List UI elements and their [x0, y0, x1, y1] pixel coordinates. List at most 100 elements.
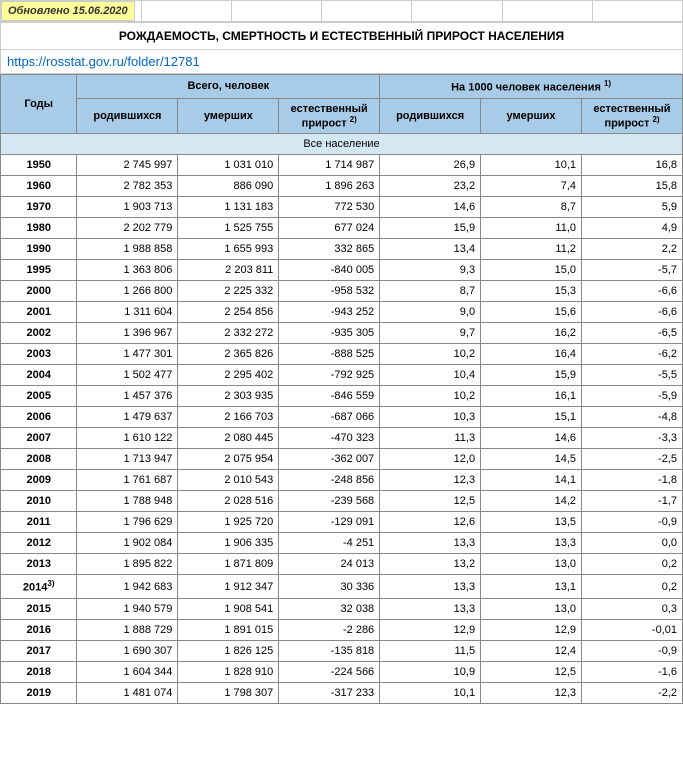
cell-b1000: 11,3 — [380, 428, 481, 449]
cell-i1000: -6,2 — [582, 344, 683, 365]
cell-b1000: 10,2 — [380, 344, 481, 365]
cell-b1000: 8,7 — [380, 281, 481, 302]
cell-i1000: -5,9 — [582, 386, 683, 407]
cell-i1000: 0,2 — [582, 575, 683, 599]
cell-born: 1 610 122 — [77, 428, 178, 449]
cell-born: 1 690 307 — [77, 640, 178, 661]
col-inc: естественный прирост 2) — [279, 98, 380, 134]
cell-born: 1 266 800 — [77, 281, 178, 302]
cell-b1000: 10,2 — [380, 386, 481, 407]
table-row: 20171 690 3071 826 125-135 81811,512,4-0… — [1, 640, 683, 661]
cell-died: 2 166 703 — [178, 407, 279, 428]
cell-b1000: 10,1 — [380, 682, 481, 703]
cell-died: 1 655 993 — [178, 239, 279, 260]
cell-d1000: 15,3 — [481, 281, 582, 302]
cell-died: 1 912 347 — [178, 575, 279, 599]
cell-inc: -248 856 — [279, 470, 380, 491]
cell-d1000: 15,9 — [481, 365, 582, 386]
cell-year: 2015 — [1, 598, 77, 619]
cell-i1000: -1,8 — [582, 470, 683, 491]
cell-died: 2 010 543 — [178, 470, 279, 491]
cell-year: 2011 — [1, 512, 77, 533]
cell-year: 2008 — [1, 449, 77, 470]
cell-born: 1 903 713 — [77, 197, 178, 218]
cell-d1000: 15,1 — [481, 407, 582, 428]
cell-born: 1 604 344 — [77, 661, 178, 682]
top-meta-grid: Обновлено 15.06.2020 — [0, 0, 683, 22]
cell-inc: 677 024 — [279, 218, 380, 239]
cell-i1000: -3,3 — [582, 428, 683, 449]
cell-died: 1 906 335 — [178, 533, 279, 554]
cell-inc: 1 896 263 — [279, 176, 380, 197]
cell-b1000: 9,3 — [380, 260, 481, 281]
cell-died: 2 332 272 — [178, 323, 279, 344]
cell-d1000: 14,2 — [481, 491, 582, 512]
cell-b1000: 13,4 — [380, 239, 481, 260]
cell-died: 2 080 445 — [178, 428, 279, 449]
cell-inc: -129 091 — [279, 512, 380, 533]
cell-died: 886 090 — [178, 176, 279, 197]
table-row: 20061 479 6372 166 703-687 06610,315,1-4… — [1, 407, 683, 428]
cell-d1000: 7,4 — [481, 176, 582, 197]
table-row: 20001 266 8002 225 332-958 5328,715,3-6,… — [1, 281, 683, 302]
cell-d1000: 16,2 — [481, 323, 582, 344]
table-row: 20181 604 3441 828 910-224 56610,912,5-1… — [1, 661, 683, 682]
cell-b1000: 12,9 — [380, 619, 481, 640]
cell-born: 2 782 353 — [77, 176, 178, 197]
cell-year: 2001 — [1, 302, 77, 323]
cell-d1000: 11,2 — [481, 239, 582, 260]
table-row: 19901 988 8581 655 993332 86513,411,22,2 — [1, 239, 683, 260]
cell-b1000: 12,6 — [380, 512, 481, 533]
cell-born: 1 311 604 — [77, 302, 178, 323]
table-row: 20191 481 0741 798 307-317 23310,112,3-2… — [1, 682, 683, 703]
table-row: 20131 895 8221 871 80924 01313,213,00,2 — [1, 554, 683, 575]
cell-inc: 32 038 — [279, 598, 380, 619]
cell-d1000: 13,5 — [481, 512, 582, 533]
cell-i1000: -2,2 — [582, 682, 683, 703]
cell-year: 2003 — [1, 344, 77, 365]
cell-i1000: -1,6 — [582, 661, 683, 682]
col-died1000: умерших — [481, 98, 582, 134]
cell-born: 1 457 376 — [77, 386, 178, 407]
cell-year: 2016 — [1, 619, 77, 640]
cell-b1000: 15,9 — [380, 218, 481, 239]
cell-i1000: -2,5 — [582, 449, 683, 470]
table-row: 20143)1 942 6831 912 34730 33613,313,10,… — [1, 575, 683, 599]
cell-born: 1 713 947 — [77, 449, 178, 470]
cell-year: 2006 — [1, 407, 77, 428]
cell-d1000: 12,4 — [481, 640, 582, 661]
col-inc1000: естественный прирост 2) — [582, 98, 683, 134]
table-row: 20051 457 3762 303 935-846 55910,216,1-5… — [1, 386, 683, 407]
table-row: 19802 202 7791 525 755677 02415,911,04,9 — [1, 218, 683, 239]
cell-b1000: 11,5 — [380, 640, 481, 661]
cell-born: 2 202 779 — [77, 218, 178, 239]
cell-inc: 332 865 — [279, 239, 380, 260]
cell-d1000: 12,9 — [481, 619, 582, 640]
source-link[interactable]: https://rosstat.gov.ru/folder/12781 — [0, 50, 683, 74]
table-row: 20091 761 6872 010 543-248 85612,314,1-1… — [1, 470, 683, 491]
cell-b1000: 13,2 — [380, 554, 481, 575]
cell-year: 1970 — [1, 197, 77, 218]
cell-year: 2018 — [1, 661, 77, 682]
cell-inc: 772 530 — [279, 197, 380, 218]
cell-inc: -224 566 — [279, 661, 380, 682]
cell-i1000: -5,5 — [582, 365, 683, 386]
cell-died: 2 254 856 — [178, 302, 279, 323]
cell-inc: -846 559 — [279, 386, 380, 407]
cell-i1000: -6,6 — [582, 281, 683, 302]
cell-i1000: -5,7 — [582, 260, 683, 281]
cell-d1000: 14,1 — [481, 470, 582, 491]
cell-born: 1 396 967 — [77, 323, 178, 344]
cell-b1000: 10,9 — [380, 661, 481, 682]
cell-d1000: 13,0 — [481, 598, 582, 619]
cell-i1000: 5,9 — [582, 197, 683, 218]
cell-inc: -943 252 — [279, 302, 380, 323]
section-all-population: Все население — [1, 134, 683, 155]
cell-d1000: 13,0 — [481, 554, 582, 575]
col-per1000: На 1000 человек населения 1) — [380, 75, 683, 99]
cell-b1000: 13,3 — [380, 533, 481, 554]
cell-d1000: 10,1 — [481, 155, 582, 176]
cell-i1000: 4,9 — [582, 218, 683, 239]
cell-born: 1 502 477 — [77, 365, 178, 386]
cell-b1000: 14,6 — [380, 197, 481, 218]
